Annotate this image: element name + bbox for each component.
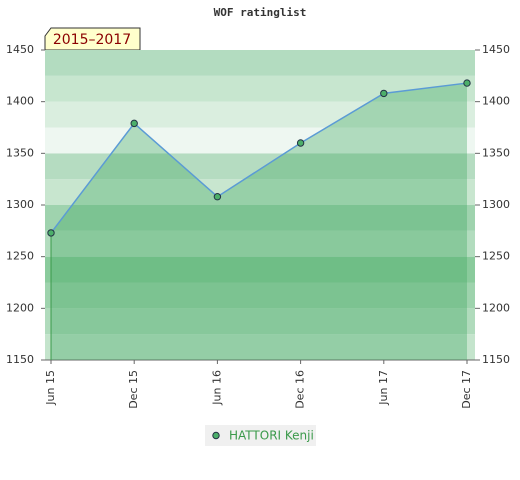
y-tick-label: 1350 bbox=[6, 146, 34, 159]
legend-marker bbox=[212, 431, 220, 440]
data-point bbox=[130, 119, 138, 128]
x-tick-label: Jun 16 bbox=[210, 370, 223, 406]
series-line bbox=[50, 82, 468, 234]
chart-title: WOF ratinglist bbox=[214, 6, 307, 19]
x-tick-label: Dec 17 bbox=[460, 370, 473, 409]
legend-box bbox=[205, 425, 316, 446]
y2-tick-label: 1350 bbox=[482, 146, 510, 159]
y-tick-label: 1300 bbox=[6, 198, 34, 211]
data-point bbox=[47, 229, 55, 237]
background-stripe bbox=[45, 75, 475, 102]
background-stripe bbox=[45, 256, 475, 283]
background-stripe bbox=[45, 153, 475, 180]
y-tick-label: 1150 bbox=[6, 353, 34, 366]
y2-tick-label: 1200 bbox=[482, 301, 510, 314]
data-point bbox=[296, 139, 305, 147]
y2-tick-label: 1400 bbox=[482, 95, 510, 108]
y2-tick-label: 1300 bbox=[482, 198, 510, 211]
background-stripe bbox=[45, 50, 475, 76]
x-tick-label: Dec 16 bbox=[294, 370, 307, 409]
background-stripe bbox=[45, 282, 475, 309]
background-stripe bbox=[45, 101, 475, 128]
y-tick-label: 1450 bbox=[6, 43, 34, 56]
background-stripe bbox=[45, 230, 475, 257]
y-tick-label: 1200 bbox=[6, 301, 34, 314]
background-stripe bbox=[45, 334, 475, 360]
y2-tick-label: 1450 bbox=[482, 43, 510, 56]
data-point bbox=[213, 193, 222, 201]
data-point bbox=[463, 79, 471, 87]
x-tick-label: Jun 15 bbox=[44, 370, 57, 406]
background-stripe bbox=[45, 179, 475, 205]
data-point bbox=[380, 89, 388, 98]
y-tick-label: 1250 bbox=[6, 250, 34, 263]
x-tick-label: Jun 17 bbox=[377, 370, 390, 406]
badge-text: 2015–2017 bbox=[53, 32, 131, 48]
background-stripe bbox=[45, 308, 475, 335]
y2-tick-label: 1150 bbox=[482, 353, 510, 366]
x-tick-label: Dec 15 bbox=[127, 370, 140, 409]
background-stripe bbox=[45, 205, 475, 231]
legend-label: HATTORI Kenji bbox=[229, 429, 314, 443]
background-stripe bbox=[45, 127, 475, 154]
y2-tick-label: 1250 bbox=[482, 250, 510, 263]
y-tick-label: 1400 bbox=[6, 95, 34, 108]
series-area bbox=[51, 83, 467, 361]
